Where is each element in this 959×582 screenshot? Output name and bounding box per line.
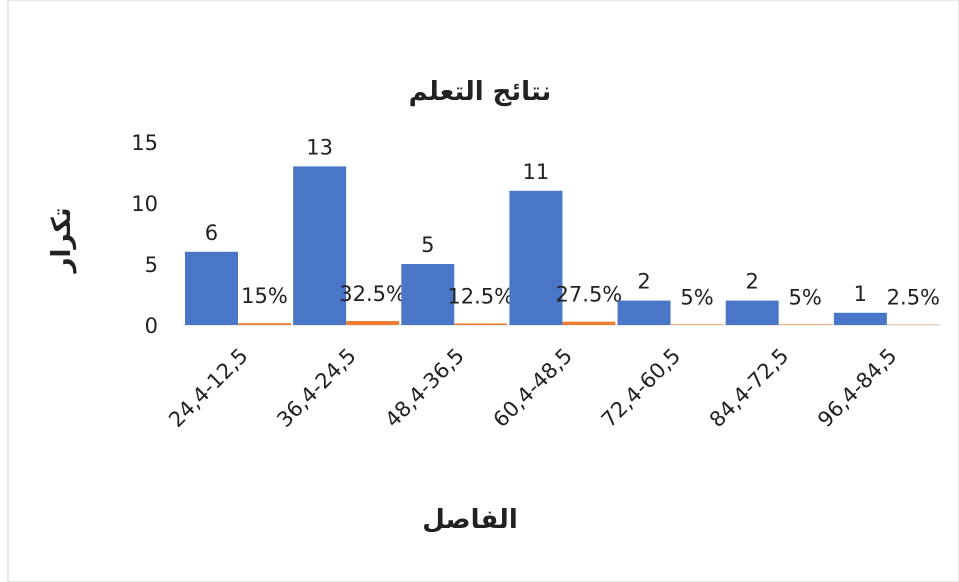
y-tick-label: 10 — [131, 192, 158, 216]
data-label: 2 — [637, 270, 650, 294]
y-tick-label: 15 — [131, 131, 158, 155]
data-label: 5% — [789, 285, 822, 309]
data-label: 2 — [746, 270, 759, 294]
bar — [725, 300, 779, 325]
bar — [346, 321, 400, 325]
bar — [778, 324, 832, 325]
data-label: 1 — [854, 282, 867, 306]
data-label: 11 — [523, 160, 550, 184]
data-label: 32.5% — [339, 282, 406, 306]
bar — [617, 300, 671, 325]
y-tick-label: 0 — [145, 314, 158, 338]
x-axis-title: الفاصل — [422, 505, 517, 535]
bar — [454, 323, 508, 325]
data-label: 15% — [241, 284, 288, 308]
data-label: 6 — [205, 221, 218, 245]
bar — [293, 166, 347, 325]
bar — [237, 323, 291, 325]
bar — [509, 190, 563, 325]
data-label: 12.5% — [447, 284, 514, 308]
bar — [833, 312, 887, 325]
y-axis-title: تكرار — [47, 208, 77, 275]
bar — [670, 324, 724, 325]
bar — [562, 321, 616, 325]
data-label: 5 — [421, 233, 434, 257]
bar — [185, 251, 238, 325]
data-label: 13 — [306, 135, 333, 159]
data-label: 2.5% — [887, 286, 940, 310]
bar — [401, 264, 455, 325]
chart-title: نتائج التعلم — [409, 77, 552, 107]
chart-frame — [7, 0, 959, 582]
data-label: 27.5% — [556, 283, 623, 307]
data-label: 5% — [680, 285, 713, 309]
y-tick-label: 5 — [145, 253, 158, 277]
